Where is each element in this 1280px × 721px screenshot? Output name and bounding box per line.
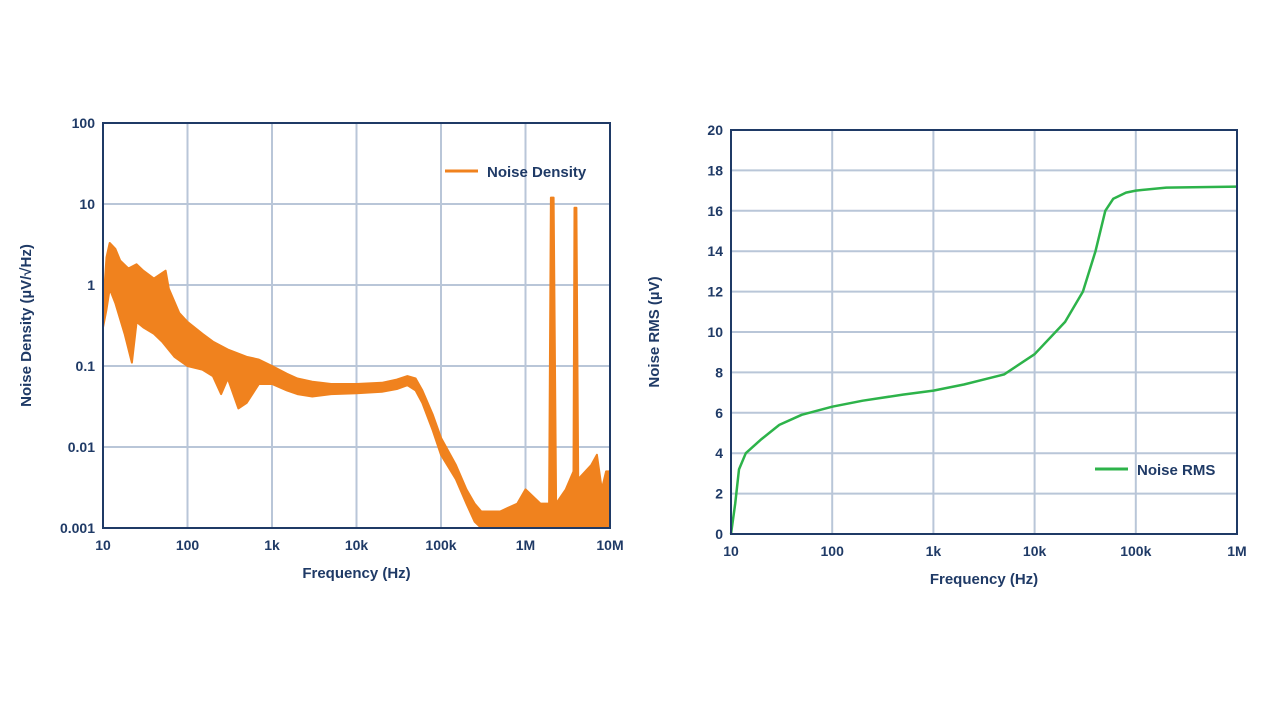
y-tick-label: 2	[715, 486, 723, 502]
x-tick-label: 10	[95, 537, 111, 553]
y-tick-label: 10	[79, 196, 95, 212]
y-tick-label: 0	[715, 526, 723, 542]
y-tick-labels: 0 2 4 6 8 10 12 14 16 18 20	[707, 122, 723, 542]
y-tick-label: 1	[87, 277, 95, 293]
y-tick-label: 20	[707, 122, 723, 138]
y-tick-label: 100	[72, 115, 96, 131]
y-tick-label: 14	[707, 243, 723, 259]
plot-frame	[730, 129, 1238, 535]
y-tick-label: 16	[707, 203, 723, 219]
y-axis-title: Noise Density (µV/√Hz)	[18, 244, 35, 407]
y-tick-label: 18	[707, 162, 723, 178]
x-tick-label: 100k	[1120, 543, 1151, 559]
noise-rms-chart: 10 100 1k 10k 100k 1M 0 2 4 6 8 10 12 14 16 18 20 Frequ…	[646, 122, 1247, 588]
noise-rms-series	[729, 185, 1238, 535]
x-tick-label: 1M	[1227, 543, 1246, 559]
x-tick-label: 10	[723, 543, 739, 559]
y-tick-label: 12	[707, 284, 723, 300]
x-tick-label: 100k	[425, 537, 456, 553]
x-tick-label: 100	[821, 543, 845, 559]
x-tick-label: 10k	[345, 537, 369, 553]
y-tick-label: 10	[707, 324, 723, 340]
x-tick-label: 100	[176, 537, 200, 553]
noise-density-series	[103, 196, 610, 528]
x-tick-label: 10M	[596, 537, 623, 553]
y-tick-label: 4	[715, 445, 723, 461]
legend: Noise Density	[445, 164, 587, 181]
x-tick-label: 1k	[264, 537, 280, 553]
legend-label: Noise RMS	[1137, 462, 1215, 479]
x-tick-labels: 10 100 1k 10k 100k 1M	[723, 543, 1247, 559]
x-tick-label: 1k	[926, 543, 942, 559]
legend: Noise RMS	[1095, 462, 1215, 479]
plot-frame	[102, 122, 611, 529]
y-tick-label: 0.1	[76, 358, 96, 374]
legend-label: Noise Density	[487, 164, 587, 181]
y-axis-title: Noise RMS (µV)	[646, 276, 663, 387]
x-tick-labels: 10 100 1k 10k 100k 1M 10M	[95, 537, 623, 553]
x-tick-label: 10k	[1023, 543, 1047, 559]
x-axis-title: Frequency (Hz)	[930, 571, 1038, 588]
y-tick-label: 0.001	[60, 520, 95, 536]
x-tick-label: 1M	[516, 537, 535, 553]
y-tick-labels: 0.001 0.01 0.1 1 10 100	[60, 115, 95, 536]
y-tick-label: 6	[715, 405, 723, 421]
y-tick-label: 8	[715, 364, 723, 380]
noise-density-chart: 10 100 1k 10k 100k 1M 10M 0.001 0.01 0.1 1 10 100 F…	[18, 115, 624, 582]
y-tick-label: 0.01	[68, 439, 95, 455]
x-axis-title: Frequency (Hz)	[302, 565, 410, 582]
